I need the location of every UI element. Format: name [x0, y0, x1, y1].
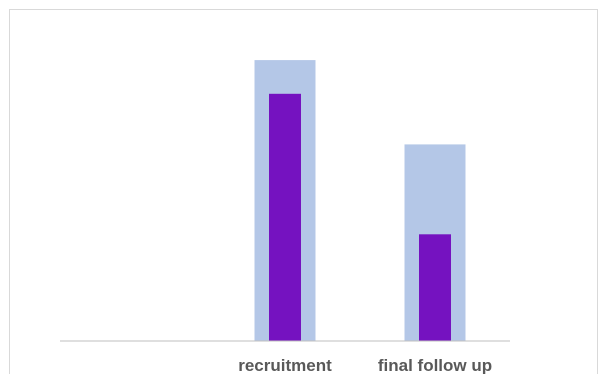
bars-layer — [254, 60, 466, 341]
bar-series2-final-follow-up — [419, 234, 451, 341]
x-tick-label: final follow up — [378, 356, 492, 374]
x-tick-labels: recruitment final follow up — [238, 356, 492, 374]
x-tick-label: recruitment — [238, 356, 332, 374]
bar-series2-recruitment — [269, 93, 301, 341]
plot-border — [9, 9, 598, 374]
